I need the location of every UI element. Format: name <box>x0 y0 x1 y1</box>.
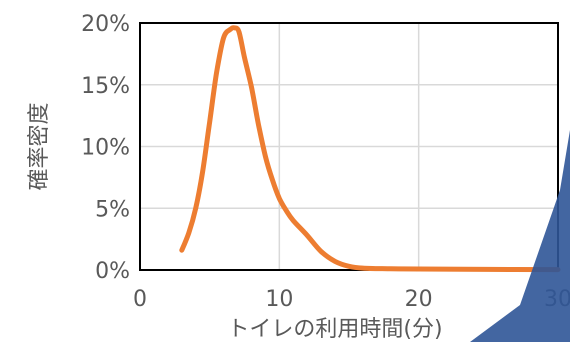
y-tick-label: 10% <box>81 136 130 161</box>
x-tick-label: 0 <box>133 287 147 312</box>
x-tick-label: 20 <box>405 287 433 312</box>
gridlines <box>139 22 559 271</box>
y-tick-label: 15% <box>81 74 130 99</box>
series-layer <box>179 25 561 273</box>
decorative-shape <box>470 130 570 342</box>
y-tick-label: 20% <box>81 12 130 37</box>
series-line <box>179 25 561 273</box>
x-axis-ticks: 0102030 <box>133 287 570 312</box>
y-axis-ticks: 0% 5% 10% 15% 20% <box>81 12 130 284</box>
plot-area <box>139 22 559 271</box>
y-tick-label: 5% <box>95 197 130 222</box>
y-axis-title: 確率密度 <box>27 102 52 190</box>
x-tick-label: 10 <box>265 287 293 312</box>
x-axis-title: トイレの利用時間(分) <box>227 317 442 342</box>
y-tick-label: 0% <box>95 259 130 284</box>
